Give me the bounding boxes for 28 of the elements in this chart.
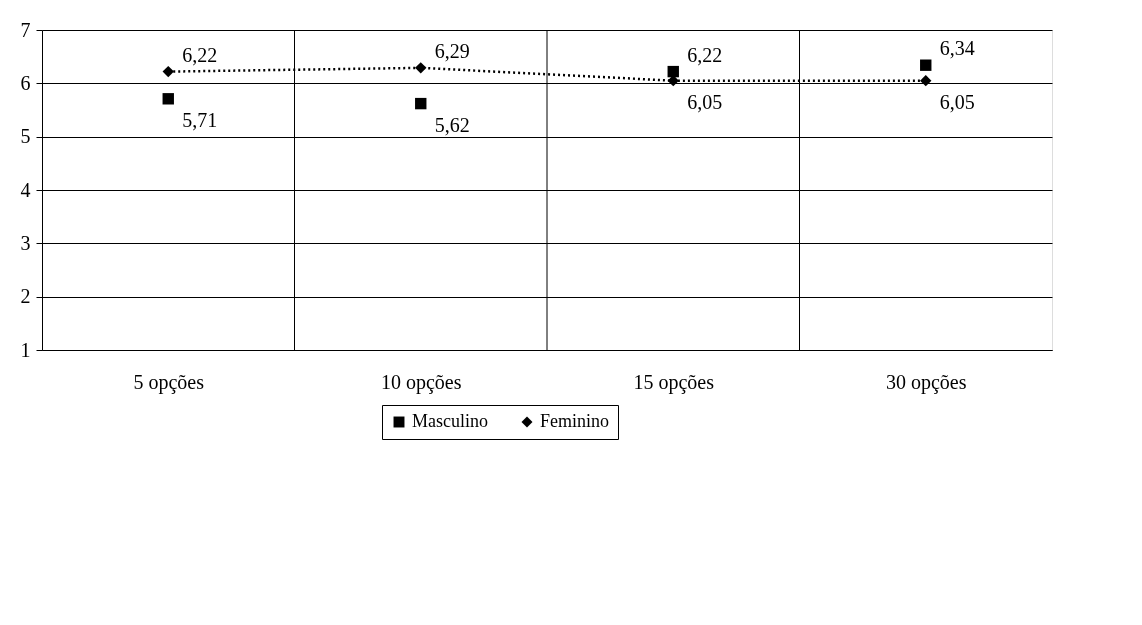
data-label: 6,05 [939, 90, 975, 113]
point [162, 65, 174, 78]
data-label: 6,22 [182, 43, 218, 66]
data-label: 6,29 [434, 39, 470, 62]
legend-label: Masculino [412, 411, 488, 431]
y-tick-label: 5 [20, 125, 31, 148]
point [415, 62, 427, 74]
legend-label: Feminino [540, 411, 610, 431]
x-tick-label: 5 opções [133, 370, 205, 394]
data-label: 5,62 [434, 113, 470, 136]
y-tick-label: 7 [20, 18, 31, 41]
data-label: 6,34 [939, 37, 975, 60]
x-tick-label: 15 opções [633, 370, 715, 394]
data-label: 5,71 [182, 108, 218, 131]
point [667, 65, 679, 78]
point [415, 97, 427, 110]
y-tick-label: 6 [20, 71, 31, 94]
y-tick-label: 1 [20, 338, 31, 361]
y-tick-label: 4 [20, 178, 31, 201]
x-tick-label: 30 opções [885, 370, 967, 394]
data-label: 6,05 [687, 90, 723, 113]
point [920, 59, 932, 71]
y-tick-label: 2 [20, 285, 31, 308]
point [162, 93, 174, 105]
x-tick-label: 10 opções [380, 370, 462, 394]
point [920, 74, 932, 87]
data-label: 6,22 [687, 43, 723, 66]
y-tick-label: 3 [20, 231, 31, 254]
